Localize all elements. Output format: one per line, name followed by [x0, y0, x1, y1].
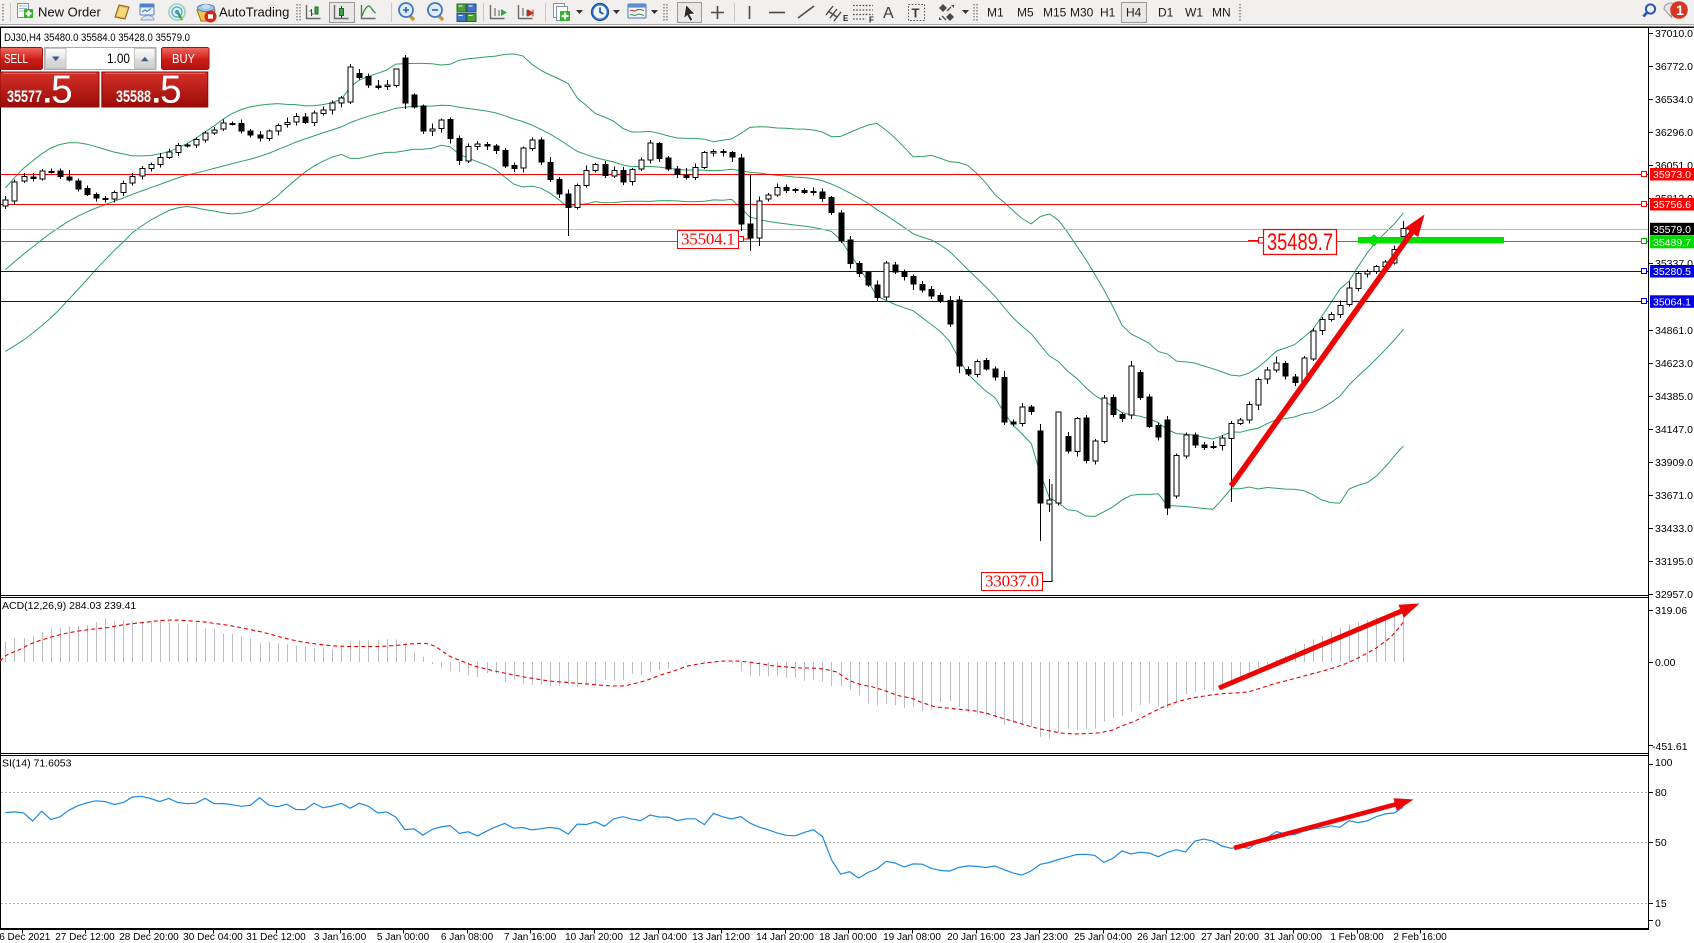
- svg-text:34147.0: 34147.0: [1655, 424, 1693, 436]
- svg-text:30 Dec 04:00: 30 Dec 04:00: [183, 932, 243, 943]
- svg-text:H1: H1: [1100, 6, 1116, 20]
- svg-text:-451.61: -451.61: [1652, 741, 1688, 753]
- svg-text:34861.0: 34861.0: [1655, 325, 1693, 337]
- svg-text:36772.0: 36772.0: [1655, 61, 1693, 73]
- svg-text:D1: D1: [1158, 6, 1174, 20]
- svg-text:33195.0: 33195.0: [1655, 556, 1693, 568]
- svg-text:7 Jan 16:00: 7 Jan 16:00: [504, 932, 557, 943]
- svg-text:14 Jan 20:00: 14 Jan 20:00: [756, 932, 814, 943]
- svg-text:0: 0: [1655, 918, 1661, 930]
- svg-text:M5: M5: [1017, 6, 1034, 20]
- svg-text:12 Jan 04:00: 12 Jan 04:00: [629, 932, 687, 943]
- svg-text:35973.0: 35973.0: [1653, 169, 1691, 181]
- svg-text:18 Jan 00:00: 18 Jan 00:00: [819, 932, 877, 943]
- svg-text:33433.0: 33433.0: [1655, 523, 1693, 535]
- svg-text:36534.0: 36534.0: [1655, 94, 1693, 106]
- svg-text:1: 1: [1676, 2, 1684, 18]
- svg-text:27 Jan 20:00: 27 Jan 20:00: [1201, 932, 1259, 943]
- svg-text:20 Jan 16:00: 20 Jan 16:00: [947, 932, 1005, 943]
- svg-text:26 Jan 12:00: 26 Jan 12:00: [1137, 932, 1195, 943]
- svg-text:M1: M1: [987, 6, 1004, 20]
- svg-text:35577: 35577: [7, 87, 42, 106]
- svg-text:33671.0: 33671.0: [1655, 490, 1693, 502]
- svg-text:3 Jan 16:00: 3 Jan 16:00: [314, 932, 367, 943]
- svg-text:35489.7: 35489.7: [1653, 237, 1691, 249]
- svg-text:25 Jan 04:00: 25 Jan 04:00: [1074, 932, 1132, 943]
- svg-text:F: F: [869, 16, 874, 25]
- svg-text:27 Dec 12:00: 27 Dec 12:00: [55, 932, 115, 943]
- svg-text:5: 5: [160, 69, 182, 112]
- svg-text:1 Feb 08:00: 1 Feb 08:00: [1330, 932, 1384, 943]
- svg-text:1.00: 1.00: [107, 51, 130, 66]
- svg-text:35588: 35588: [116, 87, 151, 106]
- svg-text:13 Jan 12:00: 13 Jan 12:00: [692, 932, 750, 943]
- svg-text:28 Dec 20:00: 28 Dec 20:00: [119, 932, 179, 943]
- svg-text:31 Dec 12:00: 31 Dec 12:00: [246, 932, 306, 943]
- svg-text:100: 100: [1655, 757, 1673, 769]
- svg-text:35064.1: 35064.1: [1653, 296, 1691, 308]
- svg-text:6 Jan 08:00: 6 Jan 08:00: [441, 932, 494, 943]
- svg-text:2 Feb 16:00: 2 Feb 16:00: [1393, 932, 1447, 943]
- svg-text:35756.6: 35756.6: [1653, 199, 1691, 211]
- svg-text:M15: M15: [1043, 6, 1067, 20]
- svg-text:80: 80: [1655, 787, 1667, 799]
- svg-text:MN: MN: [1212, 6, 1231, 20]
- svg-text:T: T: [912, 6, 920, 21]
- svg-text:E: E: [843, 14, 849, 23]
- svg-text:33037.0: 33037.0: [985, 572, 1039, 591]
- svg-text:37010.0: 37010.0: [1655, 28, 1693, 40]
- svg-text:15: 15: [1655, 898, 1667, 910]
- svg-text:32957.0: 32957.0: [1655, 589, 1693, 601]
- svg-text:New Order: New Order: [38, 5, 102, 20]
- svg-text:35579.0: 35579.0: [1653, 224, 1691, 236]
- svg-text:0.00: 0.00: [1655, 657, 1676, 669]
- svg-text:31 Jan 00:00: 31 Jan 00:00: [1264, 932, 1322, 943]
- svg-text:36296.0: 36296.0: [1655, 127, 1693, 139]
- svg-text:ACD(12,26,9) 284.03 239.41: ACD(12,26,9) 284.03 239.41: [2, 600, 136, 612]
- svg-text:H4: H4: [1126, 6, 1142, 20]
- svg-text:19 Jan 08:00: 19 Jan 08:00: [883, 932, 941, 943]
- svg-text:35504.1: 35504.1: [681, 230, 735, 249]
- svg-text:SI(14) 71.6053: SI(14) 71.6053: [2, 758, 72, 770]
- svg-text:10 Jan 20:00: 10 Jan 20:00: [565, 932, 623, 943]
- svg-text:50: 50: [1655, 837, 1667, 849]
- svg-text:23 Jan 23:00: 23 Jan 23:00: [1010, 932, 1068, 943]
- svg-text:5 Jan 00:00: 5 Jan 00:00: [377, 932, 430, 943]
- svg-text:A: A: [883, 5, 894, 22]
- svg-text:BUY: BUY: [172, 51, 195, 66]
- svg-text:SELL: SELL: [4, 51, 28, 66]
- svg-text:35280.5: 35280.5: [1653, 266, 1691, 278]
- svg-text:26 Dec 2021: 26 Dec 2021: [0, 932, 51, 943]
- svg-text:34623.0: 34623.0: [1655, 358, 1693, 370]
- svg-text:35489.7: 35489.7: [1267, 229, 1333, 256]
- svg-text:319.06: 319.06: [1655, 605, 1687, 617]
- svg-text:M30: M30: [1070, 6, 1094, 20]
- svg-text:W1: W1: [1185, 6, 1203, 20]
- svg-text:33909.0: 33909.0: [1655, 457, 1693, 469]
- svg-text:34385.0: 34385.0: [1655, 391, 1693, 403]
- svg-text:AutoTrading: AutoTrading: [219, 5, 289, 20]
- svg-text:5: 5: [51, 69, 73, 112]
- svg-text:DJ30,H4 35480.0 35584.0 35428: DJ30,H4 35480.0 35584.0 35428.0 35579.0: [4, 32, 190, 44]
